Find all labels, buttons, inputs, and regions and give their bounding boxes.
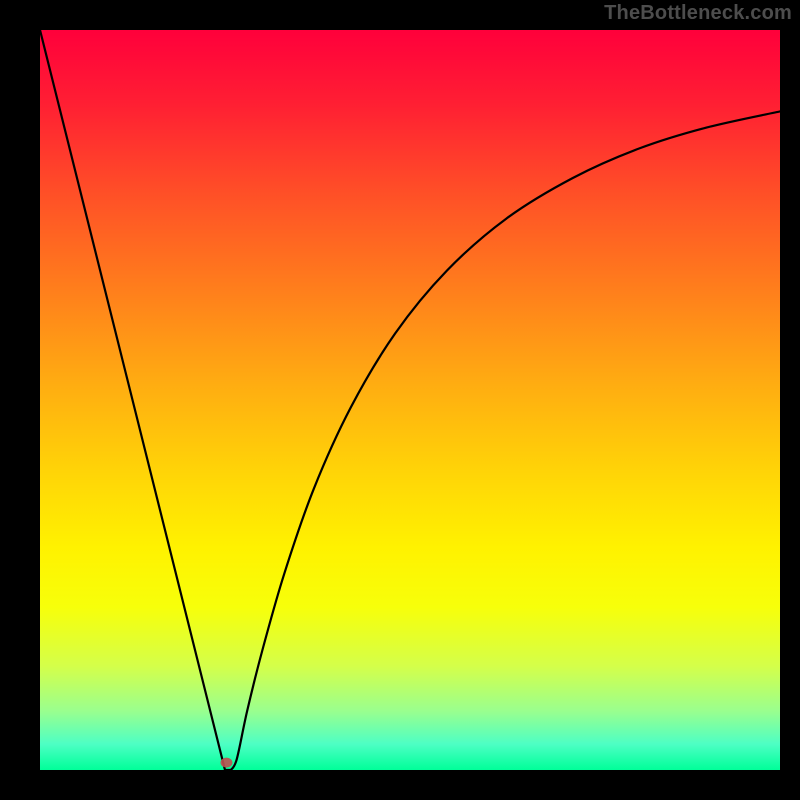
chart-svg (40, 30, 780, 770)
chart-frame: TheBottleneck.com (0, 0, 800, 800)
gradient-background (40, 30, 780, 770)
minimum-marker (220, 758, 232, 768)
watermark-text: TheBottleneck.com (604, 2, 792, 25)
plot-area (40, 30, 780, 770)
